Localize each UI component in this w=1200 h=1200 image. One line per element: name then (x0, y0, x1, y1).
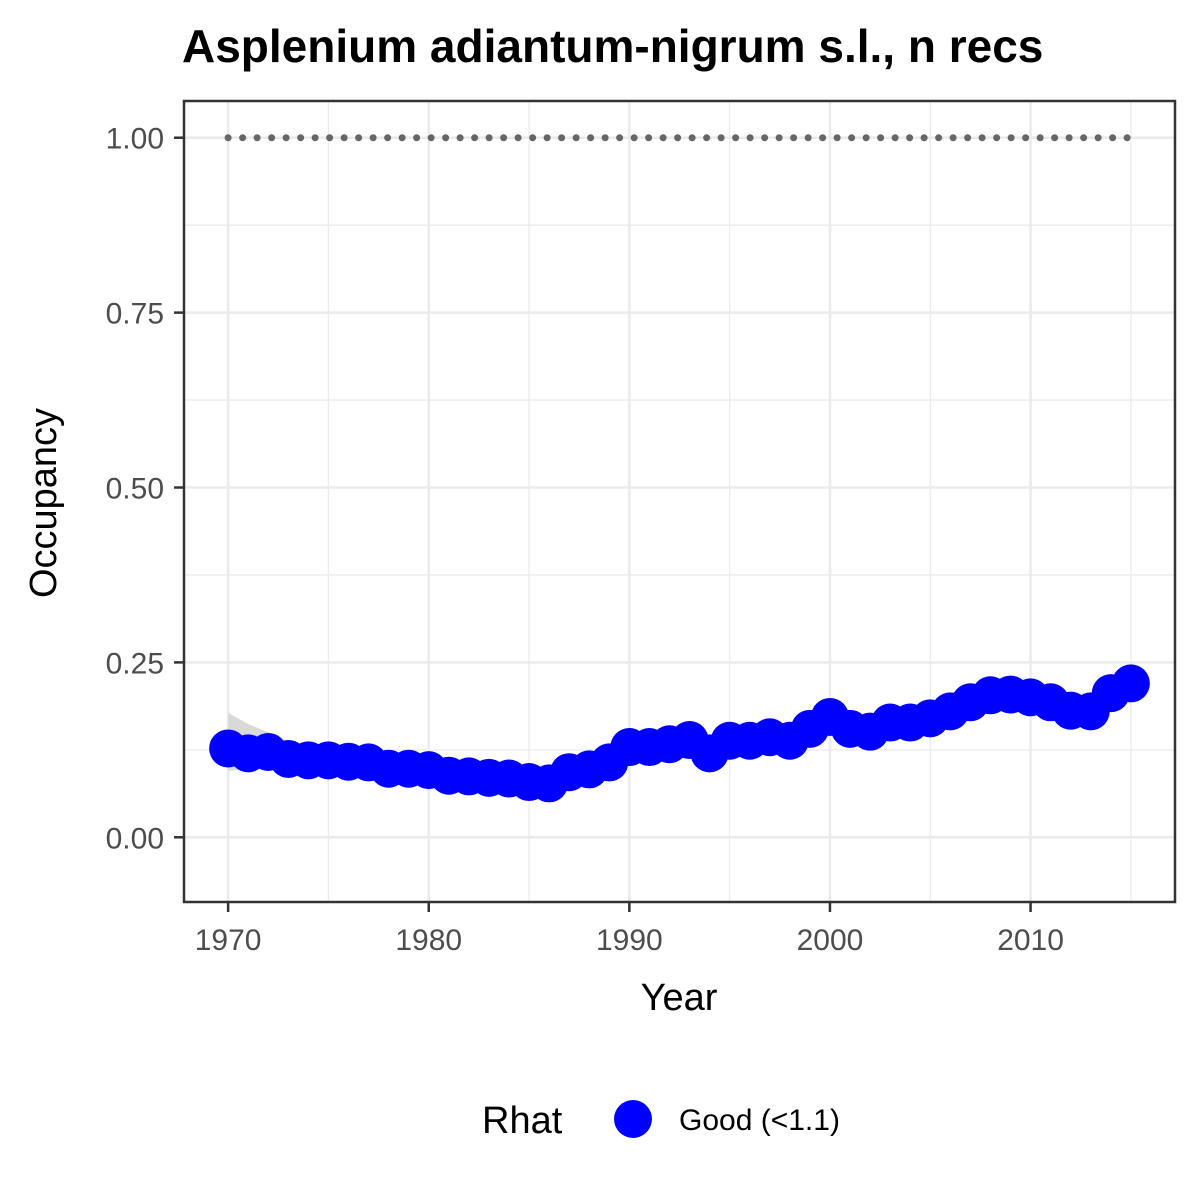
y-tick-label: 0.00 (106, 822, 164, 855)
x-tick-label: 2000 (797, 924, 864, 957)
y-tick-label: 0.75 (106, 298, 164, 331)
x-tick-label: 2010 (997, 924, 1064, 957)
y-tick-label: 0.50 (106, 473, 164, 506)
chart-title: Asplenium adiantum-nigrum s.l., n recs (182, 20, 1043, 72)
plot-panel (184, 101, 1175, 902)
legend-title: Rhat (482, 1100, 563, 1142)
x-tick-label: 1990 (596, 924, 663, 957)
grid (184, 101, 1175, 902)
y-axis-title: Occupancy (23, 408, 65, 598)
x-tick-label: 1970 (195, 924, 262, 957)
x-tick-label: 1980 (395, 924, 462, 957)
x-axis-title: Year (641, 977, 718, 1019)
legend-key-good (614, 1100, 652, 1138)
axes: 0.00 0.25 0.50 0.75 1.00 1970 1980 1990 2000 2010 (106, 99, 1177, 957)
data-point (1111, 664, 1150, 703)
legend: Rhat Good (<1.1) (482, 1100, 840, 1142)
y-tick-label: 1.00 (106, 123, 164, 156)
legend-label-good: Good (<1.1) (679, 1104, 840, 1137)
panel-border (182, 99, 1177, 904)
y-tick-label: 0.25 (106, 647, 164, 680)
occupancy-series (209, 664, 1150, 803)
